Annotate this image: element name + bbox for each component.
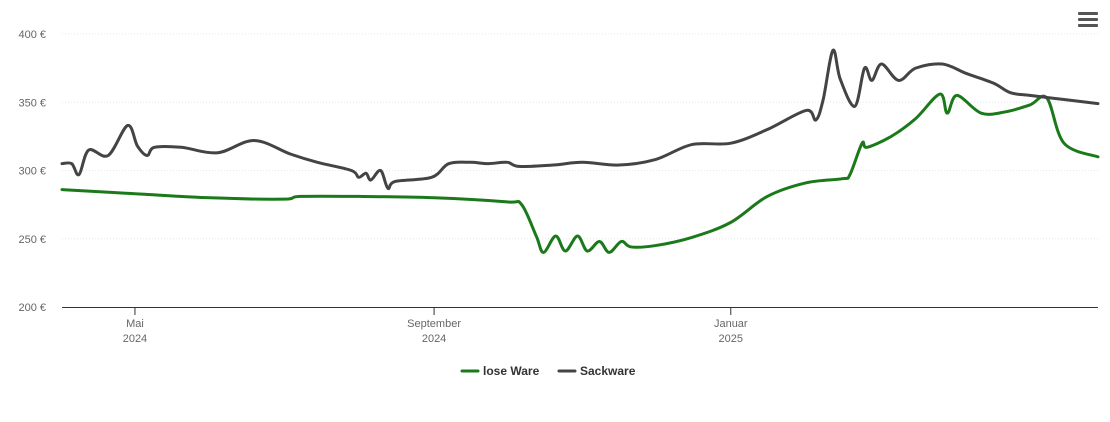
y-tick-label: 250 €: [18, 234, 46, 246]
y-tick-label: 400 €: [18, 29, 46, 41]
series-lines: [60, 48, 1100, 254]
legend-item-label[interactable]: lose Ware: [483, 364, 540, 378]
x-tick-year-label: 2025: [719, 333, 743, 345]
y-tick-label: 350 €: [18, 97, 46, 109]
x-tick-label: Januar: [714, 318, 748, 330]
legend[interactable]: lose Ware Sackware: [460, 364, 636, 378]
y-tick-label: 200 €: [18, 302, 46, 314]
y-axis-labels: 200 € 250 € 300 € 350 € 400 €: [18, 29, 46, 314]
x-tick-label: September: [407, 318, 461, 330]
series-line-sackware: [60, 48, 1100, 191]
legend-item-label[interactable]: Sackware: [580, 364, 636, 378]
hamburger-menu-icon[interactable]: [1078, 12, 1098, 28]
x-axis: [62, 307, 1098, 315]
y-tick-label: 300 €: [18, 166, 46, 178]
x-tick-year-label: 2024: [123, 333, 147, 345]
x-tick-label: Mai: [126, 318, 144, 330]
x-tick-year-label: 2024: [422, 333, 446, 345]
series-line-lose-ware: [60, 92, 1100, 254]
x-axis-labels: Mai 2024 September 2024 Januar 2025: [123, 318, 748, 345]
